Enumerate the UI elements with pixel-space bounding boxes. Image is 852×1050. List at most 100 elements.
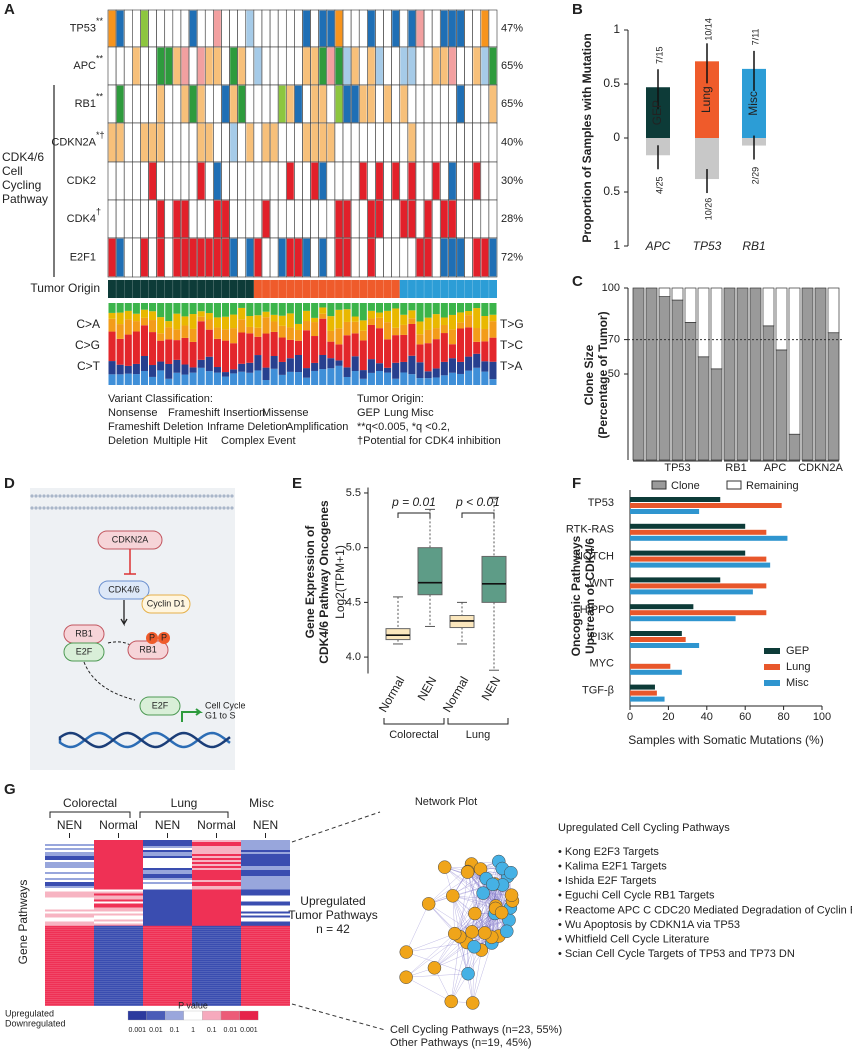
spectrum-segment [246, 372, 254, 385]
scale-title: P value [178, 1000, 208, 1010]
spectrum-segment [286, 339, 294, 359]
spectrum-segment [351, 321, 359, 334]
heat-row [241, 895, 290, 898]
heat-row [143, 876, 192, 878]
node-label: RB1 [139, 644, 157, 654]
substitution-label: C>T [77, 359, 101, 373]
heat-row [241, 981, 290, 984]
spectrum-segment [400, 303, 408, 315]
membrane [134, 506, 138, 510]
oncoprint-cell [407, 84, 417, 124]
heat-row [192, 840, 241, 842]
membrane [150, 506, 154, 510]
heat-row [143, 923, 192, 926]
oncoprint-cell [123, 161, 133, 201]
oncoprint-cell [391, 84, 401, 124]
oncoprint-cell [261, 237, 271, 278]
spectrum-segment [448, 303, 456, 315]
oncoprint-hit [189, 85, 197, 123]
oncoprint-cell [464, 84, 473, 124]
edge [472, 942, 493, 1004]
heat-row [143, 935, 192, 938]
spectrum-segment [213, 338, 221, 368]
legend-item: Frameshift Deletion [108, 421, 203, 433]
edge [405, 933, 455, 978]
heat-row [241, 963, 290, 966]
gene-label: CDK4 [67, 213, 96, 225]
oncoprint-cell [123, 9, 133, 48]
y-axis-title: Proportion of Samples with Mutation [580, 33, 594, 242]
heat-row [94, 931, 143, 934]
oncoprint-cell [294, 161, 303, 201]
oncoprint-cell [294, 9, 303, 48]
spectrum-segment [262, 333, 270, 368]
spectrum-segment [335, 360, 343, 366]
heat-row [45, 945, 94, 948]
spectrum-segment [327, 316, 335, 331]
heat-row [45, 866, 94, 868]
bar [684, 322, 697, 461]
heat-row [192, 981, 241, 984]
edge [406, 977, 452, 1002]
heat-row [241, 985, 290, 988]
gene-label: CDK2 [67, 175, 96, 187]
oncoprint-hit [181, 85, 189, 123]
spectrum-segment [270, 331, 278, 356]
heat-row [143, 874, 192, 876]
oncoprint-hit [448, 47, 456, 85]
spectrum-segment [262, 311, 270, 318]
heat-row [241, 969, 290, 972]
heat-row [45, 975, 94, 978]
heat-row [241, 991, 290, 994]
heat-row [241, 893, 290, 896]
heat-row [45, 886, 94, 888]
spectrum-segment [254, 355, 262, 371]
membrane [154, 506, 158, 510]
heat-row [94, 963, 143, 966]
heat-row [192, 925, 241, 928]
heat-row [192, 969, 241, 972]
y-axis-title: Clone Size [582, 344, 596, 405]
oncoprint-hit [294, 85, 302, 123]
spectrum-segment [205, 313, 213, 320]
oncoprint-cell [472, 9, 482, 48]
heat-row [241, 866, 290, 868]
oncoprint-cell [172, 84, 182, 124]
legend-label: Other Pathways (n=19, 45%) [390, 1037, 532, 1049]
heat-row [45, 913, 94, 916]
membrane [142, 494, 146, 498]
bar [710, 287, 723, 370]
heat-row [192, 973, 241, 976]
legend-title: Tumor Origin: [357, 393, 424, 405]
heat-row [94, 1003, 143, 1006]
node-label: CDK4/6 [108, 584, 140, 594]
oncoprint-cell [164, 84, 174, 124]
oncoprint-hit [294, 238, 302, 277]
x-tick-label: TP53 [693, 239, 722, 253]
spectrum-segment [481, 371, 489, 385]
oncoprint-hit [457, 85, 464, 123]
membrane [194, 494, 198, 498]
heat-row [192, 842, 241, 844]
heat-row [143, 931, 192, 934]
heat-row [241, 953, 290, 956]
spectrum-segment [157, 317, 165, 334]
heat-row [45, 973, 94, 976]
heat-row [192, 919, 241, 922]
heat-row [45, 957, 94, 960]
oncoprint-cell [245, 84, 255, 124]
heat-row [241, 888, 290, 890]
heat-row [94, 981, 143, 984]
bar [630, 556, 767, 562]
spectrum-segment [278, 303, 286, 316]
heat-row [45, 897, 94, 900]
oncoprint-hit [351, 47, 359, 85]
oncoprint-cell [164, 9, 174, 48]
heat-row [143, 925, 192, 928]
heat-row [192, 963, 241, 966]
spectrum-segment [132, 374, 140, 385]
heat-row [94, 977, 143, 980]
heat-row [241, 983, 290, 986]
spectrum-segment [408, 374, 416, 385]
oncoprint-cell [375, 84, 384, 124]
